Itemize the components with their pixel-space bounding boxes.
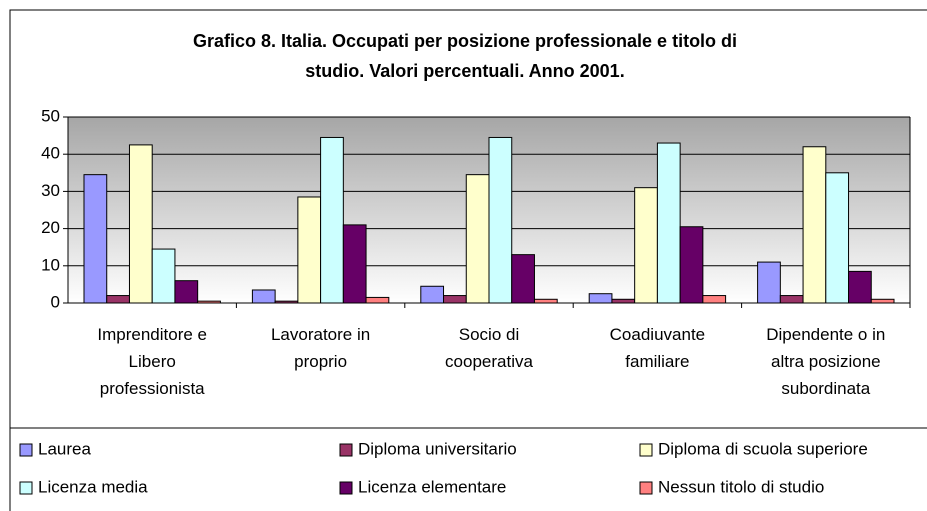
y-tick-label: 50 bbox=[41, 106, 60, 125]
legend-label: Diploma di scuola superiore bbox=[658, 439, 868, 458]
y-tick-label: 0 bbox=[51, 292, 60, 311]
legend-swatch bbox=[639, 481, 653, 495]
bar bbox=[443, 295, 467, 304]
bar bbox=[251, 289, 276, 304]
legend-swatch bbox=[339, 443, 353, 457]
bar bbox=[802, 146, 827, 304]
bar bbox=[420, 285, 445, 304]
bar bbox=[151, 248, 176, 304]
legend-swatch bbox=[19, 443, 33, 457]
legend-label: Nessun titolo di studio bbox=[658, 477, 824, 496]
bar bbox=[174, 280, 199, 304]
bar bbox=[870, 298, 895, 304]
bar bbox=[634, 187, 658, 304]
x-tick-label: Socio di cooperativa bbox=[445, 325, 533, 371]
bar bbox=[656, 142, 681, 304]
x-tick-label: Imprenditore e Libero professionista bbox=[97, 325, 207, 398]
legend-swatch bbox=[339, 481, 353, 495]
bar bbox=[488, 136, 513, 304]
legend-label: Diploma universitario bbox=[358, 439, 517, 458]
bar bbox=[465, 174, 490, 304]
x-tick-label: Dipendente o in altra posizione subordin… bbox=[766, 325, 886, 398]
legend-swatch bbox=[639, 443, 653, 457]
y-tick-label: 30 bbox=[41, 181, 60, 200]
bar bbox=[757, 261, 781, 304]
bar bbox=[848, 270, 872, 304]
x-tick-label: Coadiuvante familiare bbox=[609, 325, 706, 371]
bar bbox=[702, 295, 727, 304]
bar bbox=[365, 296, 390, 304]
chart-title: Grafico 8. Italia. Occupati per posizion… bbox=[193, 31, 737, 51]
bar bbox=[297, 196, 322, 304]
bar bbox=[511, 254, 535, 304]
legend bbox=[9, 427, 927, 511]
legend-label: Licenza media bbox=[38, 477, 148, 496]
chart-title: studio. Valori percentuali. Anno 2001. bbox=[305, 61, 624, 81]
bar bbox=[83, 174, 108, 304]
y-tick-label: 20 bbox=[41, 218, 60, 237]
x-tick-label: Lavoratore in proprio bbox=[270, 325, 371, 371]
bar bbox=[779, 295, 804, 304]
bar bbox=[679, 226, 704, 304]
bar bbox=[106, 295, 130, 304]
bar bbox=[825, 172, 850, 304]
bar bbox=[533, 298, 558, 304]
legend-swatch bbox=[19, 481, 33, 495]
bar bbox=[320, 136, 344, 304]
legend-label: Laurea bbox=[38, 439, 91, 458]
legend-label: Licenza elementare bbox=[358, 477, 506, 496]
y-tick-label: 40 bbox=[41, 144, 60, 163]
bar bbox=[128, 144, 153, 304]
bar bbox=[611, 298, 636, 304]
bar bbox=[588, 293, 613, 304]
bar bbox=[342, 224, 367, 304]
y-tick-label: 10 bbox=[41, 255, 60, 274]
